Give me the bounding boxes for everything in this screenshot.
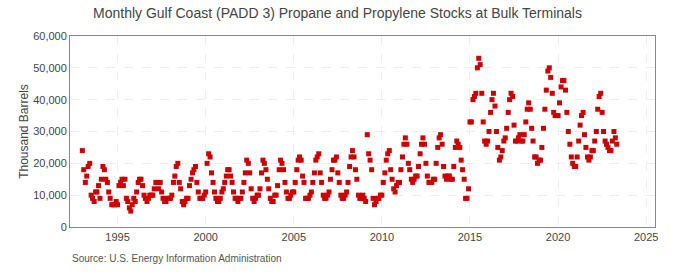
svg-text:1995: 1995: [105, 231, 129, 243]
svg-text:40,000: 40,000: [33, 94, 67, 106]
svg-text:2000: 2000: [193, 231, 217, 243]
svg-text:2015: 2015: [458, 231, 482, 243]
svg-text:Thousand Barrels: Thousand Barrels: [17, 84, 31, 179]
svg-text:2025: 2025: [634, 231, 658, 243]
svg-text:Source: U.S. Energy Informatio: Source: U.S. Energy Information Administ…: [72, 253, 282, 264]
svg-text:10,000: 10,000: [33, 189, 67, 201]
svg-text:2010: 2010: [370, 231, 394, 243]
svg-text:50,000: 50,000: [33, 62, 67, 74]
svg-text:20,000: 20,000: [33, 157, 67, 169]
svg-text:0: 0: [61, 221, 67, 233]
svg-text:30,000: 30,000: [33, 125, 67, 137]
svg-text:2020: 2020: [546, 231, 570, 243]
svg-text:60,000: 60,000: [33, 30, 67, 42]
svg-text:2005: 2005: [282, 231, 306, 243]
svg-text:Monthly Gulf Coast (PADD 3) Pr: Monthly Gulf Coast (PADD 3) Propane and …: [93, 5, 582, 21]
